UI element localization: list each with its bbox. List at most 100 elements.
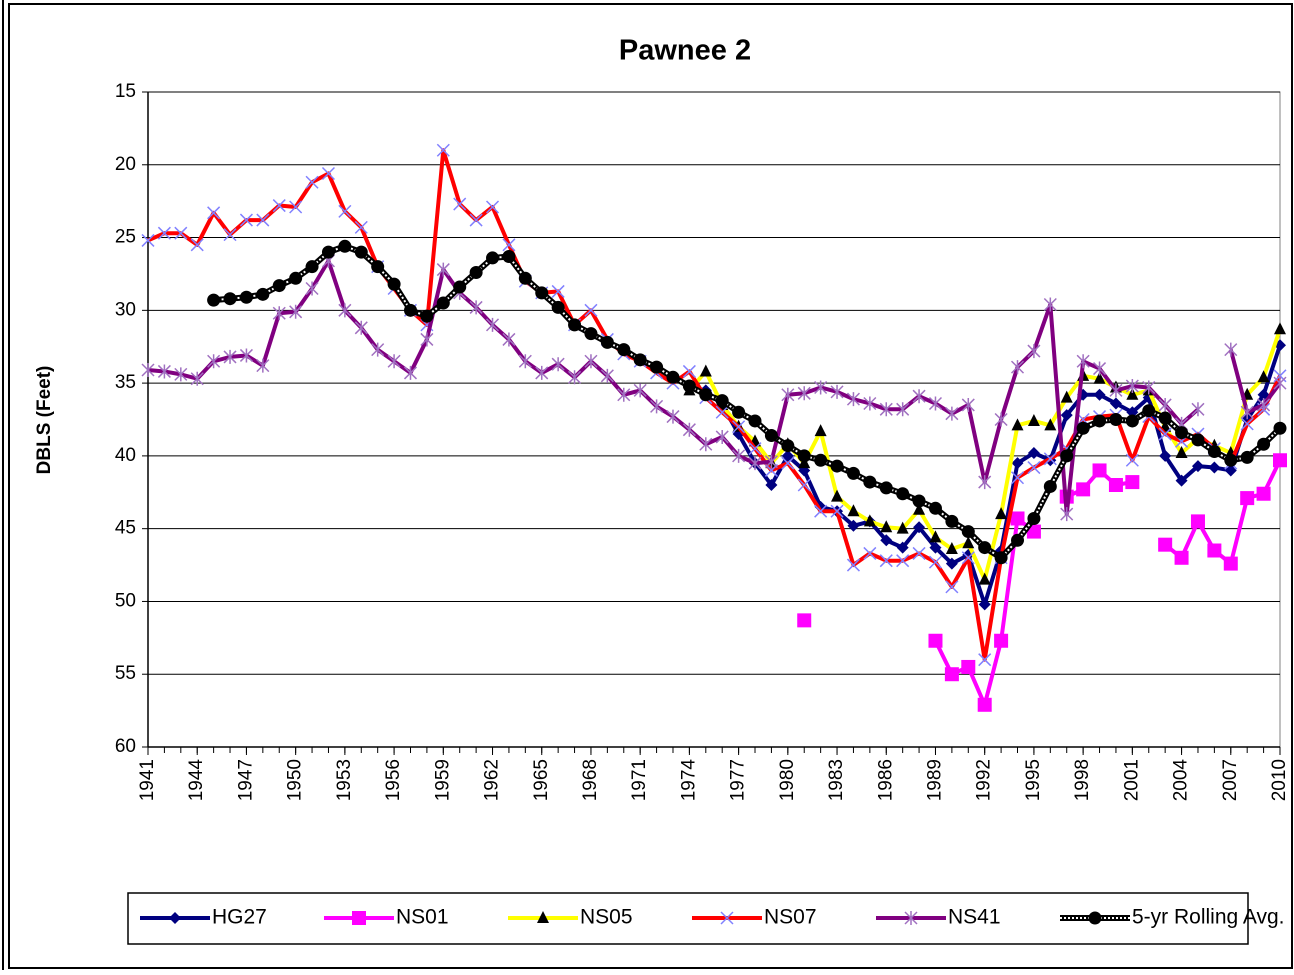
marker bbox=[1092, 463, 1107, 478]
marker bbox=[1027, 446, 1040, 459]
marker bbox=[354, 245, 368, 259]
marker bbox=[682, 379, 696, 393]
marker bbox=[650, 399, 664, 414]
marker bbox=[1125, 379, 1139, 394]
x-tick-label: 1980 bbox=[777, 759, 798, 801]
marker bbox=[1125, 453, 1139, 467]
x-tick-label: 1944 bbox=[186, 759, 207, 802]
legend-item: 5-yr Rolling Avg. bbox=[1060, 906, 1285, 929]
y-tick-label: 40 bbox=[115, 445, 136, 466]
y-tick-label: 35 bbox=[115, 372, 136, 393]
marker bbox=[1191, 460, 1204, 473]
marker bbox=[1240, 450, 1254, 464]
legend-item: NS07 bbox=[692, 906, 817, 929]
marker bbox=[436, 296, 450, 310]
marker bbox=[535, 286, 549, 300]
marker bbox=[338, 303, 352, 318]
marker bbox=[305, 175, 319, 189]
marker bbox=[1060, 409, 1073, 422]
marker bbox=[256, 213, 270, 227]
marker bbox=[289, 271, 303, 285]
marker bbox=[256, 287, 270, 301]
marker bbox=[256, 358, 270, 373]
marker bbox=[1208, 461, 1221, 474]
marker bbox=[781, 449, 794, 462]
marker bbox=[321, 166, 335, 181]
marker bbox=[814, 453, 828, 467]
marker bbox=[904, 911, 918, 925]
x-tick-label: 1947 bbox=[235, 759, 256, 801]
marker bbox=[1190, 514, 1205, 529]
marker bbox=[896, 402, 910, 417]
marker bbox=[797, 386, 811, 401]
marker bbox=[551, 284, 565, 298]
legend-label: HG27 bbox=[212, 906, 267, 929]
marker bbox=[944, 667, 959, 682]
y-tick-label: 30 bbox=[115, 299, 136, 320]
marker bbox=[1044, 418, 1057, 431]
marker bbox=[1273, 453, 1287, 468]
marker bbox=[518, 271, 532, 285]
marker bbox=[1174, 550, 1189, 565]
marker bbox=[1093, 371, 1106, 384]
marker bbox=[879, 402, 893, 417]
marker bbox=[797, 478, 811, 492]
marker bbox=[1158, 397, 1172, 412]
x-tick-label: 1983 bbox=[826, 759, 847, 801]
x-tick-label: 1989 bbox=[924, 759, 945, 801]
marker bbox=[1093, 361, 1107, 376]
marker bbox=[1076, 354, 1090, 369]
marker bbox=[748, 442, 762, 456]
marker bbox=[720, 911, 734, 925]
marker bbox=[338, 239, 352, 253]
marker bbox=[1158, 427, 1172, 441]
marker bbox=[912, 494, 926, 508]
marker bbox=[239, 290, 253, 304]
x-tick-label: 1971 bbox=[629, 759, 650, 801]
marker bbox=[485, 317, 500, 332]
marker bbox=[1175, 426, 1189, 440]
series bbox=[797, 453, 1287, 712]
x-tick-label: 1968 bbox=[580, 759, 601, 801]
legend-item: HG27 bbox=[140, 906, 267, 929]
marker bbox=[436, 143, 450, 157]
marker bbox=[715, 394, 729, 408]
marker bbox=[1126, 387, 1139, 400]
marker bbox=[945, 406, 959, 421]
marker bbox=[879, 554, 893, 568]
marker bbox=[321, 245, 335, 259]
marker bbox=[650, 360, 664, 374]
y-tick-label: 45 bbox=[115, 518, 136, 539]
marker bbox=[945, 514, 959, 528]
marker bbox=[928, 396, 943, 411]
marker bbox=[239, 348, 253, 363]
marker bbox=[896, 554, 910, 568]
marker bbox=[207, 354, 221, 369]
marker bbox=[633, 383, 647, 398]
marker bbox=[469, 265, 483, 279]
marker bbox=[765, 479, 778, 491]
marker bbox=[600, 335, 614, 349]
chart-border bbox=[8, 3, 1293, 969]
x-tick-label: 1953 bbox=[334, 759, 355, 801]
marker bbox=[962, 536, 975, 549]
marker bbox=[1273, 421, 1287, 435]
x-tick-label: 2007 bbox=[1220, 759, 1241, 801]
marker bbox=[682, 422, 696, 437]
marker bbox=[141, 363, 155, 378]
chart-title: Pawnee 2 bbox=[619, 35, 751, 67]
marker bbox=[436, 262, 450, 277]
marker bbox=[994, 633, 1009, 648]
marker bbox=[190, 371, 204, 386]
marker bbox=[239, 213, 253, 227]
x-tick-label: 1992 bbox=[974, 759, 995, 801]
marker bbox=[797, 449, 811, 463]
marker bbox=[928, 501, 942, 515]
marker bbox=[518, 354, 532, 369]
marker bbox=[305, 281, 319, 296]
marker bbox=[846, 466, 860, 480]
marker bbox=[699, 388, 713, 402]
marker bbox=[600, 368, 614, 383]
marker bbox=[1010, 471, 1025, 485]
